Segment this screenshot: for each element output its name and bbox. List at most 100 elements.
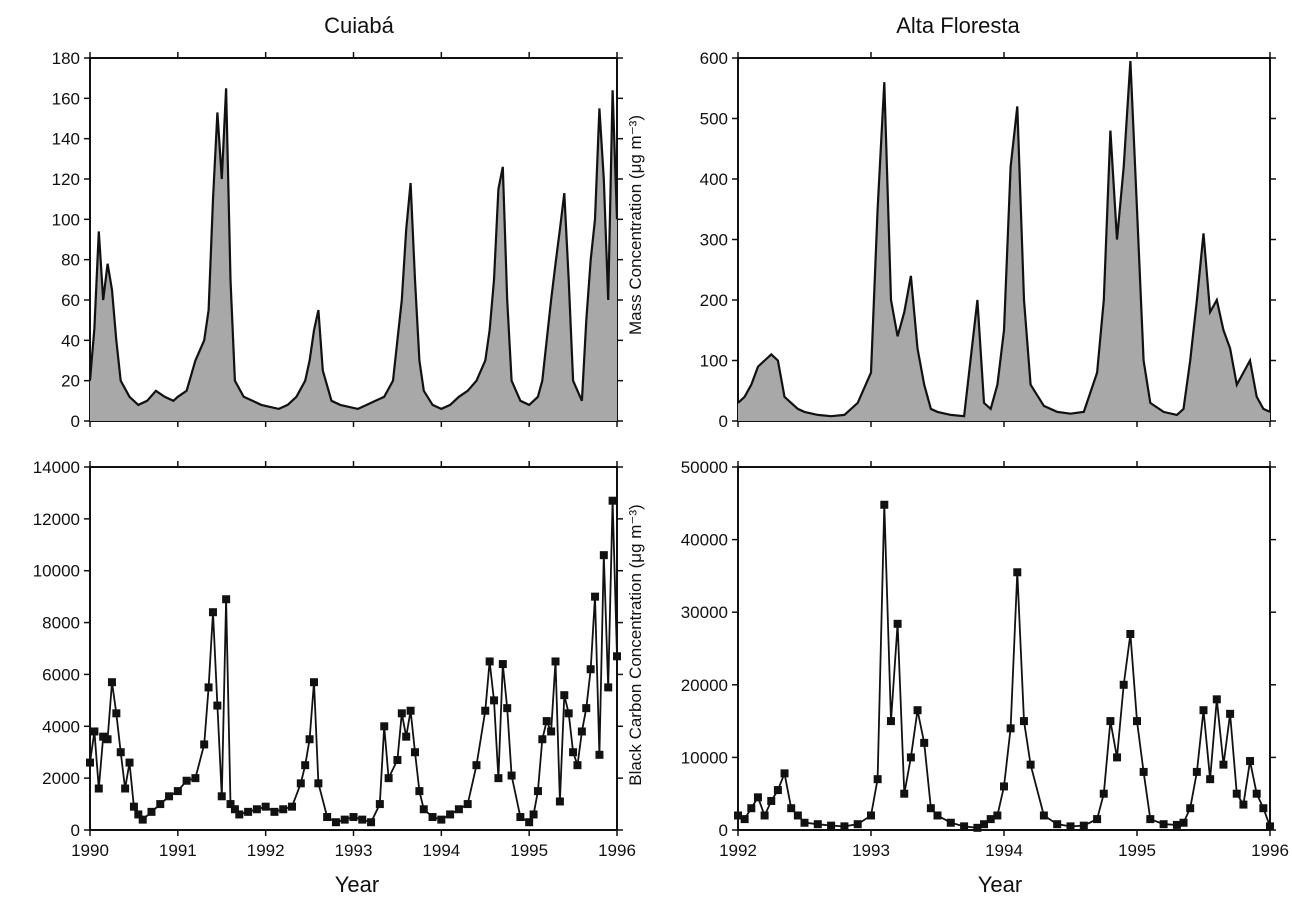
alta-floresta-black-carbon-data-point <box>1133 717 1141 726</box>
alta-floresta-black-carbon-data-point <box>800 818 809 827</box>
x-axis-title-right: Year <box>978 872 1022 897</box>
alta-floresta-black-carbon-data-point <box>1159 820 1168 829</box>
alta-floresta-mass-y-tick-label: 300 <box>700 231 728 250</box>
alta-floresta-black-carbon-data-point <box>1266 822 1274 831</box>
cuiaba-black-carbon-series-line <box>89 500 618 824</box>
cuiaba-black-carbon-data-point <box>173 787 182 796</box>
cuiaba-black-carbon-data-point <box>99 732 108 741</box>
alta-floresta-black-carbon-data-point <box>1246 757 1255 766</box>
cuiaba-black-carbon-data-point <box>121 784 130 793</box>
cuiaba-black-carbon-data-point <box>301 761 310 770</box>
cuiaba-black-carbon-data-point <box>279 805 288 814</box>
cuiaba-mass-frame <box>89 57 618 422</box>
alta-floresta-black-carbon-data-point <box>886 717 895 726</box>
cuiaba-black-carbon-y-tick-label: 2000 <box>42 769 80 788</box>
alta-floresta-black-carbon-data-point <box>740 815 749 824</box>
cuiaba-black-carbon-data-point <box>410 748 419 757</box>
alta-floresta-black-carbon-data-point <box>946 818 955 827</box>
cuiaba-black-carbon-data-point <box>463 800 472 809</box>
alta-floresta-black-carbon-data-point <box>1019 717 1028 726</box>
mass-concentration-label: Mass Concentration (μg m⁻³) <box>626 115 645 335</box>
cuiaba-black-carbon-data-point <box>116 748 125 757</box>
cuiaba-black-carbon-data-point <box>393 755 402 764</box>
cuiaba-black-carbon-data-point <box>402 732 411 741</box>
alta-floresta-black-carbon-data-point <box>1026 760 1035 769</box>
alta-floresta-black-carbon-data-point <box>960 822 969 831</box>
alta-floresta-black-carbon-data-point <box>734 811 742 820</box>
cuiaba-black-carbon-data-point <box>582 704 591 713</box>
alta-floresta-black-carbon-x-tick-label: 1995 <box>1118 841 1156 860</box>
cuiaba-mass-area-fill <box>90 88 617 422</box>
alta-floresta-black-carbon-data-point <box>1259 804 1268 813</box>
alta-floresta-black-carbon-data-point <box>900 789 909 798</box>
alta-floresta-black-carbon-data-point <box>1006 724 1015 733</box>
cuiaba-black-carbon-data-point <box>406 706 415 715</box>
alta-floresta-black-carbon-y-tick-label: 10000 <box>681 748 728 767</box>
cuiaba-black-carbon-data-point <box>604 683 613 692</box>
alta-floresta-black-carbon-data-point <box>933 811 942 820</box>
cuiaba-black-carbon-data-point <box>252 805 261 814</box>
cuiaba-black-carbon-data-point <box>244 807 253 816</box>
alta-floresta-black-carbon-data-point <box>906 753 915 762</box>
cuiaba-black-carbon-x-tick-label: 1990 <box>71 841 109 860</box>
cuiaba-black-carbon-data-point <box>129 802 138 811</box>
cuiaba-black-carbon-data-point <box>204 683 213 692</box>
cuiaba-black-carbon-data-point <box>608 496 617 505</box>
alta-floresta-black-carbon-data-point <box>1219 760 1228 769</box>
cuiaba-black-carbon-data-point <box>551 657 560 666</box>
cuiaba-black-carbon-data-point <box>613 652 621 661</box>
cuiaba-black-carbon-y-tick-label: 4000 <box>42 717 80 736</box>
cuiaba-black-carbon-data-point <box>481 706 490 715</box>
cuiaba-black-carbon-data-point <box>331 818 340 827</box>
cuiaba-mass-y-tick-label: 40 <box>61 331 80 350</box>
alta-floresta-mass-panel: 0 100 200 300 400 500 600 <box>700 49 1276 431</box>
cuiaba-black-carbon-x-tick-label: 1995 <box>510 841 548 860</box>
alta-floresta-black-carbon-data-point <box>1232 789 1241 798</box>
cuiaba-black-carbon-data-point <box>428 813 437 822</box>
alta-floresta-black-carbon-x-tick-label: 1993 <box>852 841 890 860</box>
cuiaba-mass-y-tick-label: 20 <box>61 372 80 391</box>
cuiaba-black-carbon-data-point <box>94 784 103 793</box>
alta-floresta-black-carbon-data-point <box>1226 709 1235 718</box>
alta-floresta-black-carbon-data-point <box>827 821 836 830</box>
alta-floresta-black-carbon-data-point <box>840 822 849 831</box>
alta-floresta-black-carbon-data-point <box>1106 717 1115 726</box>
alta-floresta-black-carbon-panel: 0 10000 20000 30000 40000 50000 1992 1993 1994 19… <box>681 458 1289 860</box>
cuiaba-mass-y-tick-label: 180 <box>52 49 80 68</box>
alta-floresta-black-carbon-data-point <box>1139 767 1148 776</box>
cuiaba-black-carbon-data-point <box>112 709 121 718</box>
cuiaba-black-carbon-data-point <box>156 800 165 809</box>
cuiaba-black-carbon-y-tick-label: 14000 <box>33 458 80 477</box>
alta-floresta-mass-series-line <box>737 60 1271 418</box>
cuiaba-black-carbon-x-tick-label: 1991 <box>159 841 197 860</box>
cuiaba-mass-y-tick-label: 60 <box>61 291 80 310</box>
alta-floresta-black-carbon-data-point <box>1212 695 1221 704</box>
alta-floresta-mass-y-tick-label: 100 <box>700 352 728 371</box>
alta-floresta-black-carbon-data-point <box>1093 815 1102 824</box>
cuiaba-black-carbon-data-point <box>599 551 608 560</box>
cuiaba-black-carbon-data-point <box>261 802 270 811</box>
cuiaba-black-carbon-data-point <box>200 740 209 749</box>
cuiaba-black-carbon-data-point <box>542 717 551 726</box>
cuiaba-black-carbon-data-point <box>494 774 503 783</box>
alta-floresta-mass-y-tick-label: 0 <box>719 412 728 431</box>
alta-floresta-black-carbon-data-point <box>1192 767 1201 776</box>
cuiaba-mass-y-tick-label: 120 <box>52 170 80 189</box>
cuiaba-black-carbon-data-point <box>454 805 463 814</box>
alta-floresta-black-carbon-data-point <box>1099 789 1108 798</box>
alta-floresta-black-carbon-y-tick-label: 30000 <box>681 603 728 622</box>
alta-floresta-title: Alta Floresta <box>896 13 1020 38</box>
cuiaba-mass-y-tick-label: 80 <box>61 251 80 270</box>
alta-floresta-black-carbon-data-point <box>1039 811 1048 820</box>
cuiaba-black-carbon-data-point <box>222 595 231 604</box>
cuiaba-black-carbon-data-point <box>86 758 94 767</box>
alta-floresta-black-carbon-data-point <box>1206 775 1215 784</box>
alta-floresta-black-carbon-data-point <box>1000 782 1008 791</box>
alta-floresta-black-carbon-data-point <box>753 793 762 802</box>
cuiaba-black-carbon-data-point <box>380 722 389 731</box>
cuiaba-black-carbon-data-point <box>547 727 556 736</box>
alta-floresta-black-carbon-data-point <box>1053 820 1062 829</box>
alta-floresta-black-carbon-data-point <box>793 811 802 820</box>
alta-floresta-mass-area-fill <box>738 61 1270 421</box>
cuiaba-black-carbon-data-point <box>525 818 534 827</box>
